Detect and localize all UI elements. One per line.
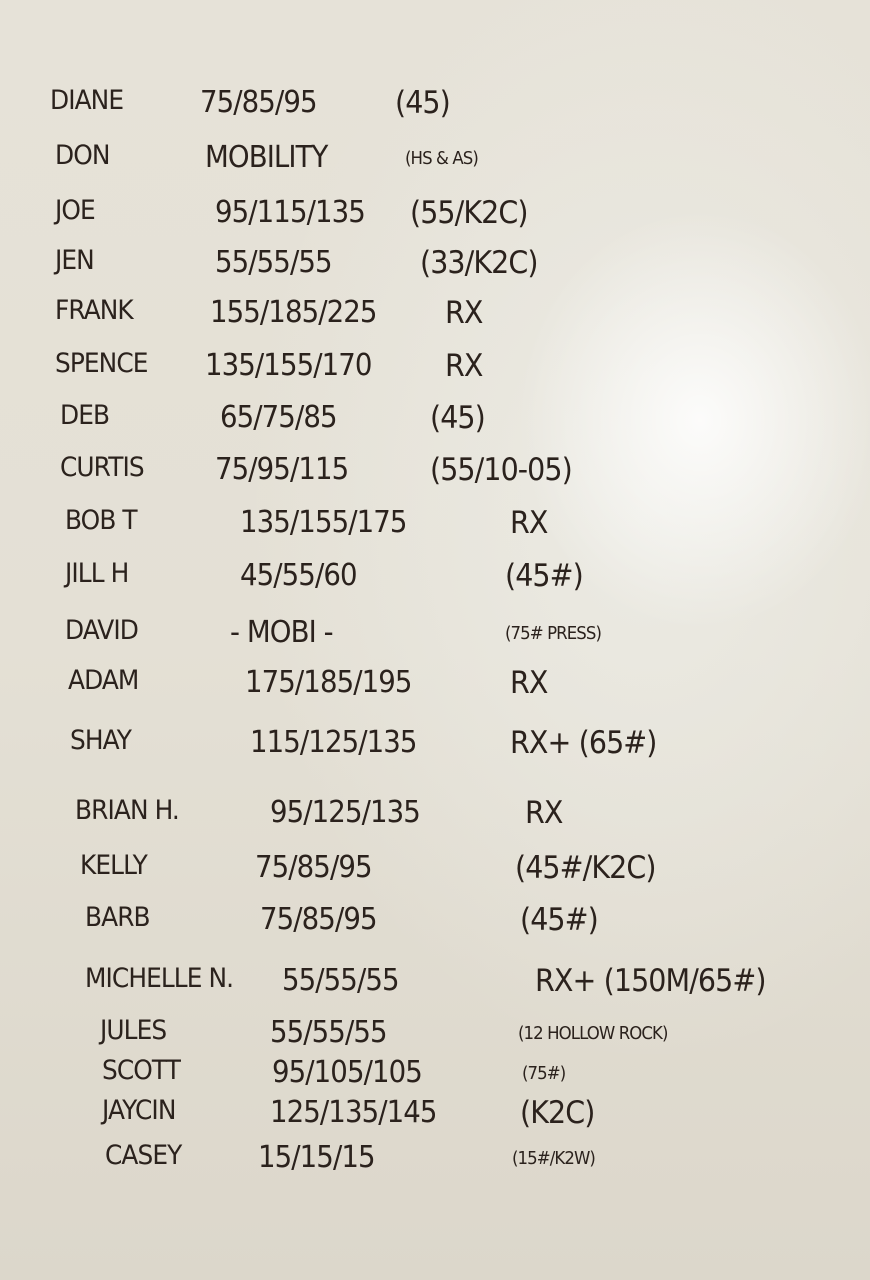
weights: 65/75/85 [220,400,338,435]
list-item: Deb 65/75/85 (45) [0,400,870,450]
weights: 135/155/170 [205,348,372,383]
weights: 75/85/95 [200,85,318,120]
list-item: Jen 55/55/55 (33/K2C) [0,245,870,295]
person-name: Shay [70,725,132,756]
person-name: Adam [68,665,139,696]
list-item: Frank 155/185/225 RX [0,295,870,345]
note: (K2C) [520,1095,595,1131]
list-item: Adam 175/185/195 RX [0,665,870,715]
weights: 155/185/225 [210,295,377,330]
note: (12 Hollow Rock) [518,1023,668,1044]
person-name: Bob T [65,505,138,536]
weights: 45/55/60 [240,558,358,593]
note: RX [445,348,483,384]
list-item: Michelle N. 55/55/55 RX+ (150m/65#) [0,963,870,1013]
weights: Mobility [205,140,328,175]
person-name: Brian H. [75,795,180,826]
list-item: Bob T 135/155/175 RX [0,505,870,555]
note: (55/K2C) [410,195,528,231]
person-name: Deb [60,400,110,431]
weights: - Mobi - [230,615,334,650]
note: (HS & AS) [405,148,479,169]
person-name: Spence [55,348,148,379]
note: (45#/K2C) [515,850,656,886]
list-item: David - Mobi - (75# Press) [0,615,870,665]
list-item: Brian H. 95/125/135 RX [0,795,870,845]
person-name: Joe [55,195,96,226]
person-name: Jill H [65,558,129,589]
list-item: Jaycin 125/135/145 (K2C) [0,1095,870,1145]
note: (45) [395,85,451,121]
weights: 95/125/135 [270,795,421,830]
weights: 15/15/15 [258,1140,376,1175]
person-name: Curtis [60,452,145,483]
note: (15#/K2W) [512,1148,596,1169]
note: RX [510,505,548,541]
weights: 115/125/135 [250,725,417,760]
weights: 125/135/145 [270,1095,437,1130]
note: RX [510,665,548,701]
list-item: Barb 75/85/95 (45#) [0,902,870,952]
list-item: Curtis 75/95/115 (55/10-05) [0,452,870,502]
weights: 55/55/55 [282,963,400,998]
note: (75#) [522,1063,566,1084]
weights: 175/185/195 [245,665,412,700]
note: (55/10-05) [430,452,573,488]
note: (75# Press) [505,623,602,644]
weights: 75/85/95 [255,850,373,885]
person-name: Barb [85,902,151,933]
person-name: Kelly [80,850,148,881]
weights: 55/55/55 [270,1015,388,1050]
note: (45#) [520,902,599,938]
person-name: Jen [55,245,95,276]
note: (33/K2C) [420,245,538,281]
weights: 135/155/175 [240,505,407,540]
list-item: Don Mobility (HS & AS) [0,140,870,190]
list-item: Joe 95/115/135 (55/K2C) [0,195,870,245]
weights: 75/85/95 [260,902,378,937]
list-item: Diane 75/85/95 (45) [0,85,870,135]
person-name: Diane [50,85,124,116]
list-item: Jules 55/55/55 (12 Hollow Rock) [0,1015,870,1065]
note: RX [525,795,563,831]
person-name: Don [55,140,110,171]
list-item: Spence 135/155/170 RX [0,348,870,398]
person-name: Frank [55,295,134,326]
person-name: Michelle N. [85,963,234,994]
list-item: Kelly 75/85/95 (45#/K2C) [0,850,870,900]
note: RX [445,295,483,331]
person-name: Jules [100,1015,167,1046]
note: RX+ (150m/65#) [535,963,766,999]
list-item: Jill H 45/55/60 (45#) [0,558,870,608]
list-item: Shay 115/125/135 RX+ (65#) [0,725,870,775]
person-name: David [65,615,139,646]
person-name: Scott [102,1055,181,1086]
note: (45#) [505,558,584,594]
weights: 55/55/55 [215,245,333,280]
list-item: Casey 15/15/15 (15#/K2W) [0,1140,870,1190]
person-name: Casey [105,1140,182,1171]
list-item: Scott 95/105/105 (75#) [0,1055,870,1105]
note: RX+ (65#) [510,725,657,761]
weights: 75/95/115 [215,452,349,487]
note: (45) [430,400,486,436]
weights: 95/115/135 [215,195,366,230]
person-name: Jaycin [102,1095,176,1126]
weights: 95/105/105 [272,1055,423,1090]
